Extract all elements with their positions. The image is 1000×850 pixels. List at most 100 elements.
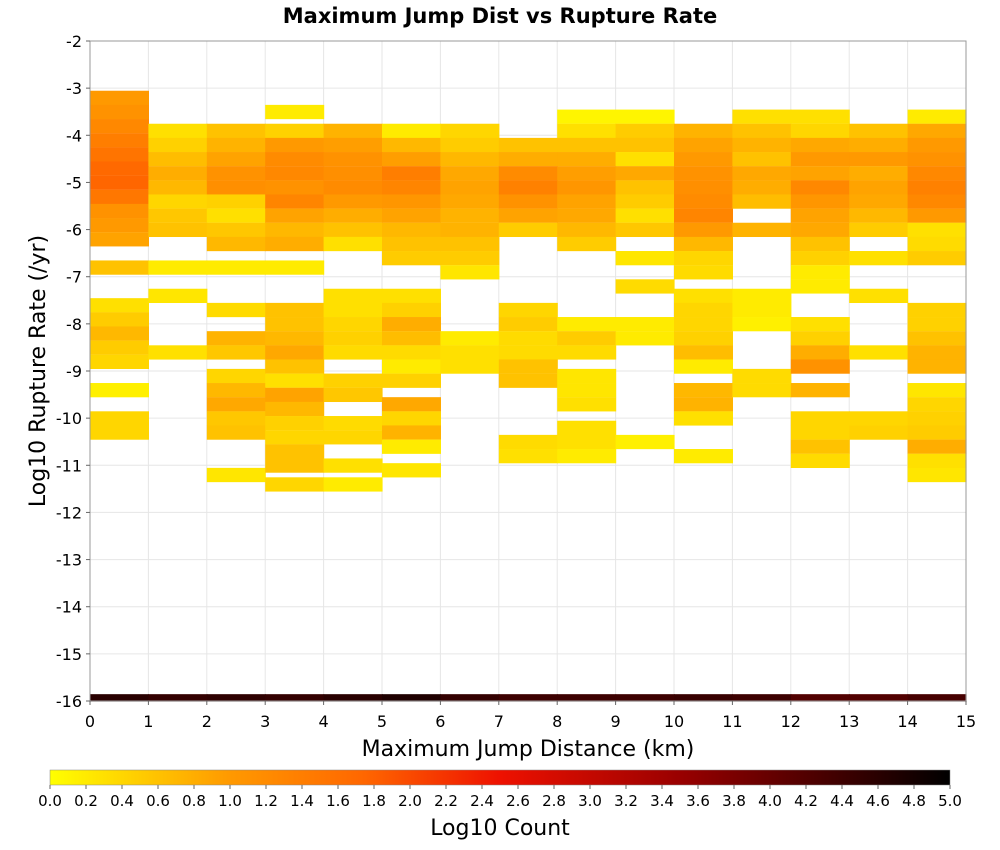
heatmap-cell: [907, 383, 967, 398]
heatmap-cell: [323, 208, 383, 223]
y-axis-label: Log10 Rupture Rate (/yr): [26, 235, 51, 507]
colorbar-tick-label: 0.8: [182, 792, 206, 810]
heatmap-cell: [323, 430, 383, 445]
heatmap-cell: [732, 288, 792, 304]
colorbar-tick-label: 3.4: [650, 792, 674, 810]
heatmap-cell: [907, 425, 967, 440]
heatmap-cell: [790, 251, 850, 266]
heatmap-cell: [790, 137, 850, 153]
heatmap-cell: [206, 180, 266, 195]
heatmap-cell: [557, 345, 617, 360]
heatmap-cell: [732, 368, 792, 384]
heatmap-cell: [674, 251, 733, 266]
heatmap-cell: [907, 180, 967, 195]
heatmap-cell: [206, 260, 266, 275]
heatmap-cell: [90, 383, 149, 398]
heatmap-cell: [907, 694, 967, 702]
heatmap-cell: [382, 694, 441, 702]
heatmap-cell: [557, 222, 617, 238]
heatmap-cell: [498, 317, 558, 332]
heatmap-cell: [265, 123, 325, 139]
heatmap-cell: [206, 222, 266, 238]
heatmap-cell: [790, 152, 850, 167]
heatmap-cell: [382, 302, 441, 318]
heatmap-cell: [323, 180, 383, 195]
heatmap-cell: [732, 109, 792, 124]
colorbar-tick-label: 0.4: [110, 792, 134, 810]
heatmap-cell: [790, 123, 850, 139]
heatmap-cell: [498, 208, 558, 223]
x-tick-label: 9: [611, 712, 621, 731]
heatmap-cell: [498, 331, 558, 346]
heatmap-cell: [615, 123, 675, 139]
y-tick-label: -12: [56, 503, 82, 522]
heatmap-cell: [265, 317, 325, 332]
x-tick-label: 14: [897, 712, 917, 731]
heatmap-cell: [90, 104, 149, 120]
heatmap-cell: [498, 694, 558, 702]
y-tick-label: -4: [66, 126, 82, 145]
heatmap-cell: [907, 317, 967, 332]
heatmap-cell: [732, 317, 792, 332]
colorbar-tick-label: 1.8: [362, 792, 386, 810]
heatmap-cell: [732, 694, 792, 702]
heatmap-cell: [90, 354, 149, 370]
heatmap-cell: [907, 467, 967, 483]
heatmap-cell: [732, 123, 792, 139]
heatmap-cell: [440, 152, 500, 167]
heatmap-cell: [440, 166, 500, 181]
heatmap-cell: [674, 694, 733, 702]
heatmap-cell: [148, 260, 208, 275]
heatmap-cell: [265, 373, 325, 388]
heatmap-cell: [498, 222, 558, 238]
x-tick-label: 10: [664, 712, 684, 731]
heatmap-cell: [674, 411, 733, 426]
heatmap-cell: [323, 123, 383, 139]
heatmap-cell: [732, 166, 792, 181]
heatmap-cell: [148, 194, 208, 209]
heatmap-cell: [615, 331, 675, 346]
heatmap-cell: [790, 222, 850, 238]
heatmap-cell: [907, 411, 967, 426]
chart-title: Maximum Jump Dist vs Rupture Rate: [283, 4, 717, 28]
heatmap-cell: [498, 194, 558, 209]
heatmap-cell: [148, 166, 208, 181]
heatmap-cell: [90, 260, 149, 275]
y-tick-label: -3: [66, 79, 82, 98]
heatmap-cell: [674, 222, 733, 238]
heatmap-cell: [323, 694, 383, 702]
heatmap-cell: [732, 222, 792, 238]
heatmap-cell: [498, 373, 558, 388]
colorbar-label: Log10 Count: [430, 816, 570, 841]
heatmap-cell: [790, 279, 850, 294]
heatmap-cell: [849, 137, 909, 153]
heatmap-cell: [557, 434, 617, 450]
heatmap-cell: [382, 137, 441, 153]
colorbar-tick-label: 4.4: [830, 792, 854, 810]
heatmap-cell: [148, 222, 208, 238]
heatmap-cell: [615, 434, 675, 450]
heatmap-cell: [498, 152, 558, 167]
heatmap-cell: [907, 345, 967, 360]
heatmap-cell: [148, 137, 208, 153]
heatmap-cell: [440, 359, 500, 374]
y-tick-label: -16: [56, 692, 82, 711]
heatmap-cell: [615, 208, 675, 223]
heatmap-cell: [90, 133, 149, 148]
heatmap-cell: [206, 302, 266, 318]
heatmap-cell: [265, 458, 325, 473]
heatmap-cell: [382, 359, 441, 374]
y-tick-label: -6: [66, 221, 82, 240]
heatmap-cell: [557, 152, 617, 167]
heatmap-cell: [790, 694, 850, 702]
heatmap-cell: [849, 180, 909, 195]
colorbar-tick-label: 2.8: [542, 792, 566, 810]
heatmap-cell: [440, 331, 500, 346]
heatmap-cell: [382, 345, 441, 360]
heatmap-cell: [907, 222, 967, 238]
colorbar-tick-label: 0.0: [38, 792, 62, 810]
heatmap-cell: [557, 368, 617, 384]
colorbar-tick-label: 4.2: [794, 792, 818, 810]
heatmap-cell: [90, 175, 149, 190]
heatmap-cell: [732, 383, 792, 398]
